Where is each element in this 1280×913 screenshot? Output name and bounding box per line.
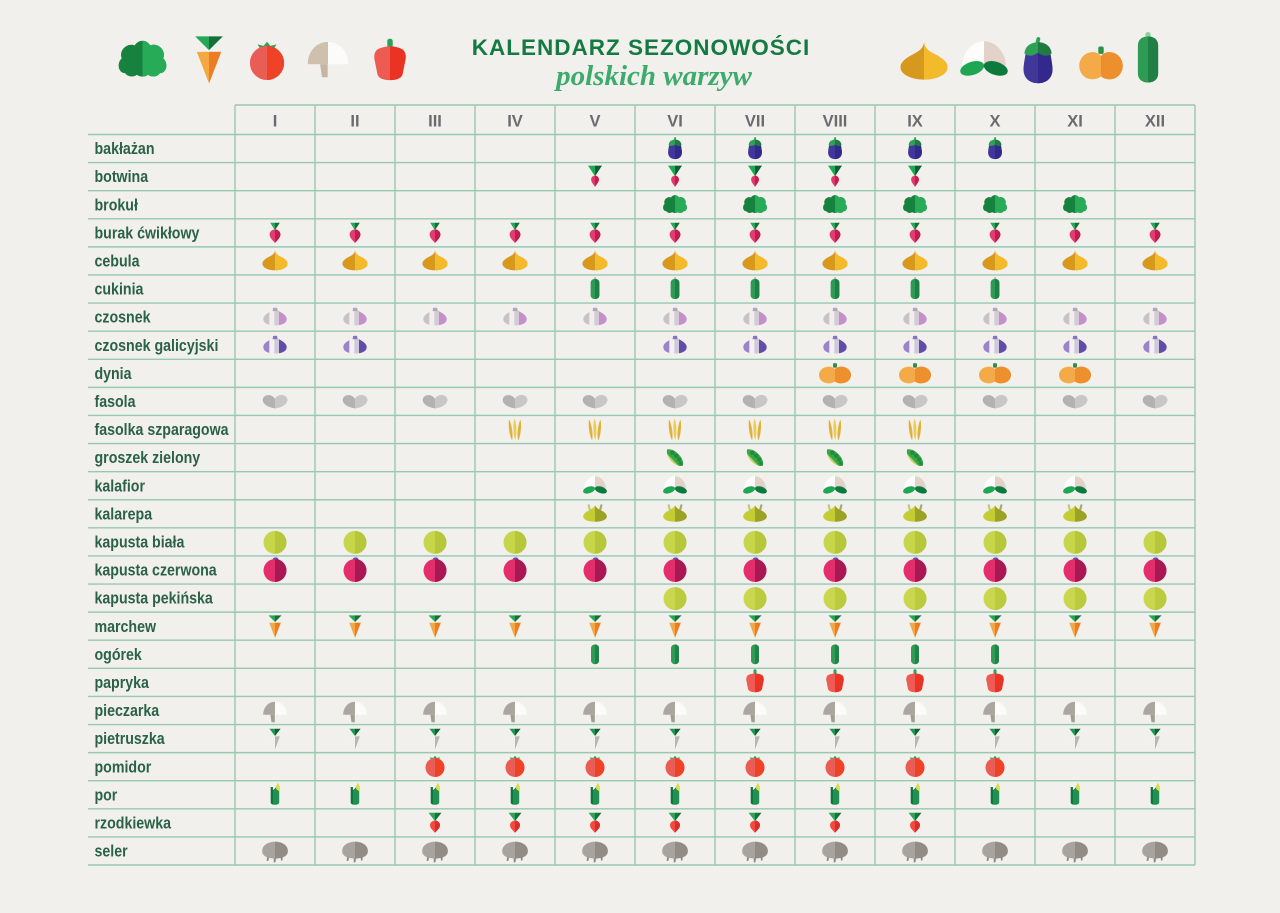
svg-text:IV: IV — [507, 113, 523, 131]
svg-text:KALENDARZ SEZONOWOŚCI: KALENDARZ SEZONOWOŚCI — [472, 35, 811, 60]
svg-text:marchew: marchew — [95, 618, 157, 636]
svg-text:VI: VI — [667, 113, 683, 131]
svg-text:fasolka szparagowa: fasolka szparagowa — [95, 421, 230, 439]
svg-text:cebula: cebula — [95, 253, 141, 271]
svg-text:seler: seler — [95, 843, 129, 861]
svg-text:V: V — [589, 113, 600, 131]
svg-text:XI: XI — [1067, 113, 1083, 131]
svg-text:kalafior: kalafior — [95, 477, 146, 495]
svg-text:IX: IX — [907, 113, 923, 131]
svg-text:I: I — [273, 113, 278, 131]
svg-text:pomidor: pomidor — [95, 758, 152, 776]
svg-text:kapusta pekińska: kapusta pekińska — [95, 590, 214, 608]
svg-text:VII: VII — [745, 113, 765, 131]
svg-text:czosnek: czosnek — [95, 309, 152, 327]
svg-text:kapusta biała: kapusta biała — [95, 534, 186, 552]
svg-text:groszek zielony: groszek zielony — [95, 449, 201, 467]
svg-text:ogórek: ogórek — [95, 646, 143, 664]
svg-text:II: II — [350, 113, 359, 131]
svg-text:XII: XII — [1145, 113, 1165, 131]
svg-text:pieczarka: pieczarka — [95, 702, 161, 720]
svg-text:rzodkiewka: rzodkiewka — [95, 815, 172, 833]
svg-text:X: X — [989, 113, 1000, 131]
svg-text:botwina: botwina — [95, 168, 149, 186]
svg-text:VIII: VIII — [823, 113, 848, 131]
svg-text:czosnek galicyjski: czosnek galicyjski — [95, 337, 219, 355]
svg-text:pietruszka: pietruszka — [95, 730, 166, 748]
svg-text:por: por — [95, 786, 118, 804]
svg-text:kalarepa: kalarepa — [95, 505, 153, 523]
svg-text:kapusta czerwona: kapusta czerwona — [95, 562, 218, 580]
svg-text:III: III — [428, 113, 442, 131]
svg-text:bakłażan: bakłażan — [95, 140, 155, 158]
svg-text:brokuł: brokuł — [95, 196, 139, 214]
svg-text:burak ćwikłowy: burak ćwikłowy — [95, 224, 200, 242]
svg-text:polskich warzyw: polskich warzyw — [553, 60, 752, 92]
svg-text:fasola: fasola — [95, 393, 137, 411]
svg-text:cukinia: cukinia — [95, 281, 145, 299]
svg-text:papryka: papryka — [95, 674, 150, 692]
svg-text:dynia: dynia — [95, 365, 133, 383]
